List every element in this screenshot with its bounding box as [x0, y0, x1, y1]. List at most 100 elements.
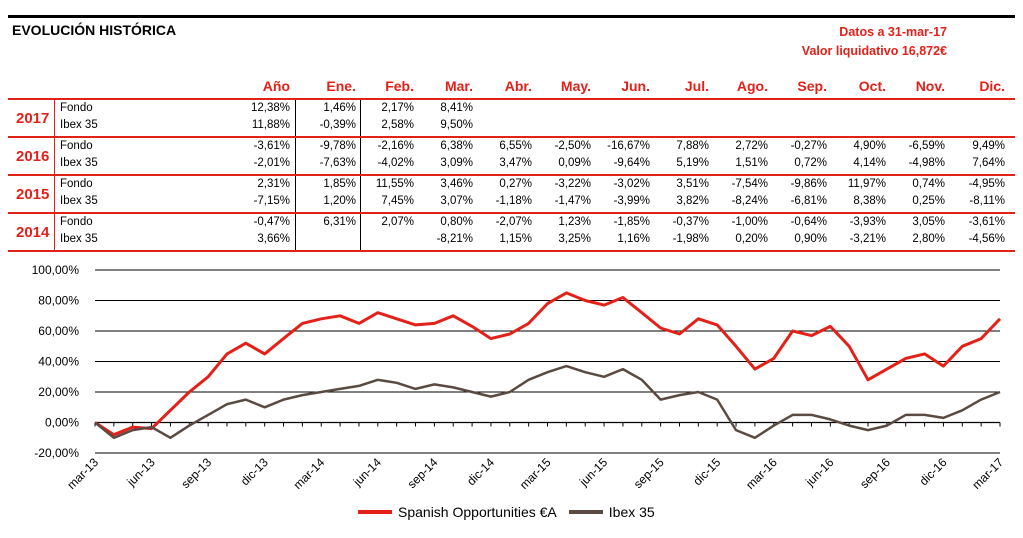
- month-cell: 6,55%: [499, 140, 532, 152]
- x-tick-label: mar-17: [969, 455, 1006, 492]
- x-tick-label: dic-16: [917, 455, 950, 488]
- y-tick-label: 40,00%: [38, 355, 79, 369]
- month-cell: 0,27%: [499, 178, 532, 190]
- line-chart-svg: -20,00% 0,00% 20,00% 40,00% 60,00% 80,00% 100,…: [32, 263, 1007, 492]
- y-tick-label: 80,00%: [38, 294, 79, 308]
- table-row: Fondo -3,61% -9,78% -2,16% 6,38% 6,55% -2,50% -…: [8, 138, 1015, 156]
- month-cell: -1,85%: [613, 216, 650, 228]
- row-label: Fondo: [60, 140, 93, 152]
- returns-table: Año Ene. Feb. Mar. Abr. May. Jun. Jul. Ago. Sep. O…: [8, 78, 1015, 252]
- month-cell: -7,54%: [731, 178, 768, 190]
- column-separator: [295, 176, 296, 212]
- x-tick-label: jun-16: [802, 455, 836, 489]
- year-total-cell: -2,01%: [253, 157, 290, 169]
- month-cell: 5,19%: [676, 157, 709, 169]
- value-line: Valor liquidativo 16,872€: [801, 44, 947, 58]
- page-title: EVOLUCIÓN HISTÓRICA: [12, 22, 177, 38]
- month-cell: -0,39%: [319, 119, 356, 131]
- month-cell: 8,41%: [440, 102, 473, 114]
- table-row: Fondo -0,47% 6,31% 2,07% 0,80% -2,07% 1,23% -1,…: [8, 214, 1015, 232]
- month-cell: 0,72%: [794, 157, 827, 169]
- row-label: Ibex 35: [60, 119, 98, 131]
- table-row: Ibex 35 11,88% -0,39% 2,58% 9,50%: [8, 117, 1015, 135]
- y-tick-label: -20,00%: [34, 446, 79, 460]
- table-header: Año Ene. Feb. Mar. Abr. May. Jun. Jul. Ago. Sep. O…: [8, 78, 1015, 98]
- month-cell: -16,67%: [607, 140, 650, 152]
- legend-label: Ibex 35: [608, 504, 655, 520]
- column-separator: [295, 100, 296, 136]
- month-cell: 1,15%: [499, 233, 532, 245]
- row-label: Ibex 35: [60, 233, 98, 245]
- x-tick-label: mar-16: [743, 455, 780, 492]
- month-cell: 0,09%: [558, 157, 591, 169]
- month-cell: 0,25%: [912, 195, 945, 207]
- month-cell: -3,99%: [613, 195, 650, 207]
- month-cell: -8,21%: [436, 233, 473, 245]
- table-row: Ibex 35 3,66% -8,21% 1,15% 3,25% 1,16% -1,98% 0…: [8, 231, 1015, 249]
- month-cell: -1,98%: [672, 233, 709, 245]
- year-label: 2015: [16, 186, 50, 203]
- series-line-ibex: [94, 364, 1001, 440]
- column-header: Abr.: [504, 78, 532, 94]
- year-total-cell: -0,47%: [253, 216, 290, 228]
- column-separator: [360, 214, 361, 250]
- column-header: Año: [262, 78, 290, 94]
- row-label: Fondo: [60, 178, 93, 190]
- month-cell: 8,38%: [853, 195, 886, 207]
- column-header: Sep.: [797, 78, 827, 94]
- month-cell: 1,85%: [323, 178, 356, 190]
- month-cell: -8,24%: [731, 195, 768, 207]
- row-label: Fondo: [60, 216, 93, 228]
- month-cell: 1,51%: [735, 157, 768, 169]
- month-cell: -3,02%: [613, 178, 650, 190]
- year-total-cell: -7,15%: [253, 195, 290, 207]
- column-separator: [360, 176, 361, 212]
- table-row: Ibex 35 -2,01% -7,63% -4,02% 3,09% 3,47% 0,09%…: [8, 155, 1015, 173]
- year-block-2014: 2014 Fondo -0,47% 6,31% 2,07% 0,80% -2,07% 1,23…: [8, 214, 1015, 252]
- month-cell: 1,23%: [558, 216, 591, 228]
- x-tick-label: jun-15: [576, 455, 610, 489]
- column-header: Ene.: [326, 78, 356, 94]
- month-cell: 3,51%: [676, 178, 709, 190]
- column-separator: [295, 138, 296, 174]
- y-tick-label: 60,00%: [38, 324, 79, 338]
- header-rule: [8, 98, 1015, 100]
- x-tick-label: jun-13: [123, 455, 157, 489]
- performance-chart: -20,00% 0,00% 20,00% 40,00% 60,00% 80,00% 100,…: [0, 258, 1023, 538]
- year-label: 2014: [16, 224, 50, 241]
- x-tick-label: sep-15: [631, 455, 667, 491]
- column-header: Feb.: [385, 78, 414, 94]
- column-separator: [360, 138, 361, 174]
- month-cell: -6,59%: [908, 140, 945, 152]
- year-total-cell: -3,61%: [253, 140, 290, 152]
- year-label: 2016: [16, 148, 50, 165]
- month-cell: 2,07%: [381, 216, 414, 228]
- column-header: Oct.: [858, 78, 886, 94]
- x-tick-label: dic-13: [238, 455, 271, 488]
- year-total-cell: 11,88%: [251, 119, 290, 131]
- year-separator: [54, 176, 55, 212]
- month-cell: 7,88%: [676, 140, 709, 152]
- month-cell: 0,80%: [440, 216, 473, 228]
- month-cell: -3,21%: [849, 233, 886, 245]
- date-line: Datos a 31-mar-17: [839, 25, 947, 39]
- month-cell: -2,07%: [495, 216, 532, 228]
- x-tick-label: dic-15: [690, 455, 723, 488]
- month-cell: -0,27%: [790, 140, 827, 152]
- month-cell: 0,20%: [735, 233, 768, 245]
- month-cell: -7,63%: [319, 157, 356, 169]
- legend-swatch: [358, 510, 392, 514]
- month-cell: -1,18%: [495, 195, 532, 207]
- x-tick-label: dic-14: [464, 455, 497, 488]
- month-cell: -3,22%: [554, 178, 591, 190]
- legend-swatch: [568, 510, 603, 514]
- month-cell: -0,37%: [672, 216, 709, 228]
- month-cell: -3,61%: [968, 216, 1005, 228]
- month-cell: 11,55%: [375, 178, 414, 190]
- x-tick-label: mar-14: [291, 455, 328, 492]
- series-line-fund: [94, 291, 1002, 437]
- month-cell: 7,64%: [972, 157, 1005, 169]
- table-row: Ibex 35 -7,15% 1,20% 7,45% 3,07% -1,18% -1,47%…: [8, 193, 1015, 211]
- year-total-cell: 12,38%: [250, 102, 290, 114]
- year-total-cell: 2,31%: [257, 178, 290, 190]
